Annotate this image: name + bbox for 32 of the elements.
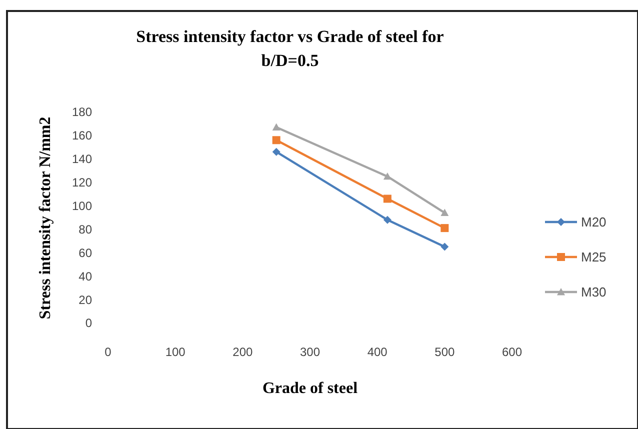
x-tick-label: 500 bbox=[434, 345, 455, 360]
x-tick-label: 600 bbox=[502, 345, 522, 360]
point bbox=[383, 216, 392, 224]
point bbox=[440, 208, 449, 216]
y-tick-label: 0 bbox=[85, 316, 92, 330]
chart-title: Stress intensity factor vs Grade of steel for b/D=0.5 bbox=[136, 27, 444, 70]
y-tick-label: 180 bbox=[72, 105, 92, 120]
x-tick-label: 300 bbox=[300, 345, 320, 360]
point bbox=[383, 172, 392, 180]
y-tick-label: 100 bbox=[72, 198, 92, 213]
y-tick-label: 20 bbox=[78, 292, 92, 307]
x-tick-label: 400 bbox=[367, 345, 388, 360]
legend-label: M25 bbox=[581, 250, 606, 265]
legend-label: M20 bbox=[581, 214, 606, 230]
y-tick-label: 140 bbox=[72, 152, 92, 166]
x-tick-label: 200 bbox=[232, 345, 253, 360]
legend-label: M30 bbox=[581, 284, 606, 300]
y-tick-label: 80 bbox=[78, 222, 92, 236]
y-tick-label: 160 bbox=[72, 128, 92, 143]
y-axis-title: Stress intensity factor N/mm2 bbox=[37, 116, 54, 320]
point bbox=[272, 136, 280, 144]
point bbox=[272, 148, 280, 156]
point bbox=[440, 224, 449, 232]
point bbox=[383, 194, 392, 203]
point bbox=[272, 123, 280, 130]
y-tick-label: 40 bbox=[78, 269, 92, 284]
point bbox=[440, 242, 449, 251]
x-axis-title: Grade of steel bbox=[262, 380, 358, 397]
x-tick-label: 100 bbox=[165, 345, 186, 360]
y-tick-label: 60 bbox=[78, 246, 92, 260]
x-tick-label: 0 bbox=[104, 345, 112, 360]
y-tick-label: 120 bbox=[72, 176, 92, 190]
